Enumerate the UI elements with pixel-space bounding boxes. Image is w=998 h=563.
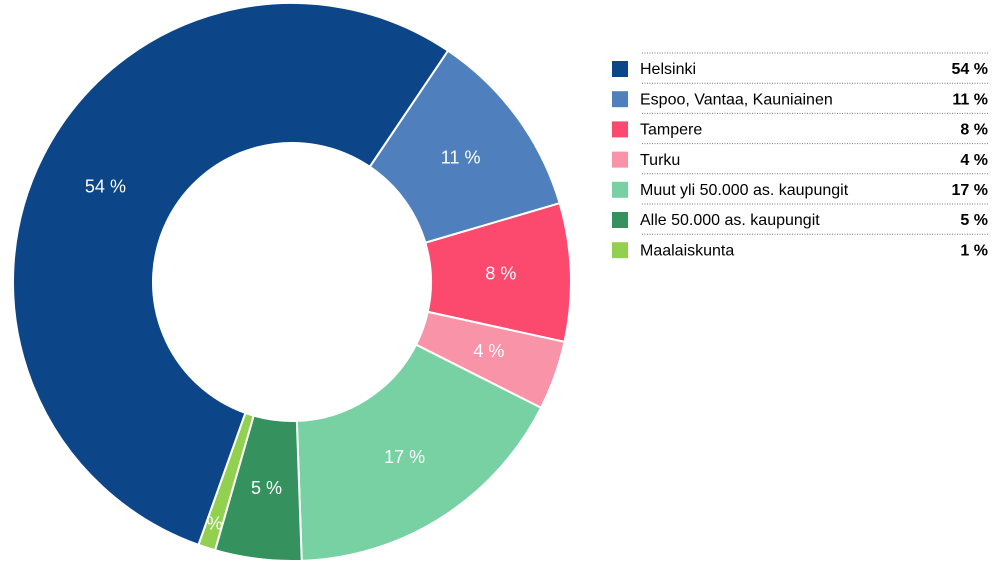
slice — [295, 343, 543, 562]
legend-value: 4 % — [960, 152, 988, 169]
legend-label: Alle 50.000 as. kaupungit — [640, 212, 820, 229]
legend-label: Tampere — [640, 122, 702, 139]
slice-label: 11 % — [441, 147, 481, 167]
legend-swatch — [612, 212, 628, 228]
legend-label: Espoo, Vantaa, Kauniainen — [640, 91, 833, 108]
legend-label: Helsinki — [640, 61, 696, 78]
legend-label: Muut yli 50.000 as. kaupungit — [640, 182, 849, 199]
legend-value: 8 % — [960, 122, 988, 139]
slice-label: 17 % — [384, 447, 425, 467]
legend-swatch — [612, 121, 628, 138]
slice — [12, 2, 450, 547]
legend-swatch — [612, 181, 628, 198]
legend-value: 5 % — [960, 212, 988, 229]
legend-swatch — [612, 151, 628, 168]
slice-label: 5 % — [251, 478, 282, 498]
legend-label: Turku — [640, 152, 680, 169]
slice-label: 4 % — [473, 341, 504, 361]
legend-swatch — [612, 242, 628, 259]
slice-label: 54 % — [85, 177, 126, 197]
legend-swatch — [612, 61, 628, 77]
legend-label: Maalaiskunta — [640, 242, 734, 259]
legend-value: 17 % — [952, 182, 988, 199]
legend-swatch — [612, 91, 628, 108]
legend-value: 54 % — [952, 61, 988, 78]
legend-value: 1 % — [960, 242, 988, 259]
legend-value: 11 % — [952, 91, 988, 108]
slice-label: 8 % — [485, 263, 516, 283]
